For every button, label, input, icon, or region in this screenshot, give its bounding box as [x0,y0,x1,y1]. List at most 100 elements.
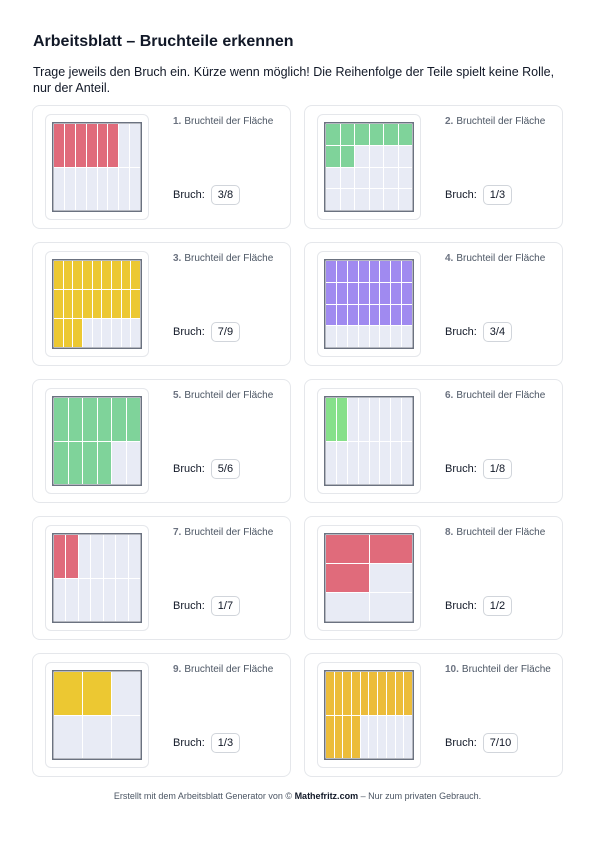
filled-part [326,261,336,282]
answer-field[interactable]: 1/2 [482,596,513,616]
answer-field[interactable]: 1/8 [482,459,513,479]
empty-part [102,319,111,347]
filled-part [398,124,412,145]
task-label-text: Bruchteil der Fläche [461,664,551,675]
filled-part [83,398,97,441]
filled-part [386,672,395,715]
fraction-figure [52,670,142,760]
filled-part [112,261,121,289]
empty-part [112,319,121,347]
empty-part [75,167,86,210]
empty-part [395,715,404,758]
filled-part [358,261,369,282]
answer-row: Bruch: 3/8 [173,185,241,205]
filled-part [336,304,347,326]
filled-part [384,124,398,145]
filled-part [121,290,131,318]
empty-part [336,441,347,484]
fraction-figure-frame [45,525,149,631]
task-card: 9. Bruchteil der Fläche Bruch: 1/3 [32,653,291,777]
filled-part [402,282,412,304]
task-label-text: Bruchteil der Fläche [184,253,274,264]
filled-part [369,672,378,715]
footer-brand: Mathefritz.com [294,791,359,801]
task-label-text: Bruchteil der Fläche [456,527,546,538]
empty-part [128,578,140,621]
filled-part [358,304,369,326]
answer-field[interactable]: 3/8 [210,185,241,205]
fraction-figure [52,122,142,212]
filled-part [54,441,68,484]
task-label-text: Bruchteil der Fläche [184,664,274,675]
task-label-text: Bruchteil der Fläche [456,253,546,264]
empty-part [54,578,66,621]
empty-part [54,715,82,758]
empty-part [404,715,412,758]
empty-part [78,578,91,621]
task-card: 5. Bruchteil der Fläche Bruch: 5/6 [32,379,291,503]
empty-part [369,398,380,441]
empty-part [128,535,140,578]
answer-field[interactable]: 1/7 [210,596,241,616]
empty-part [384,189,398,210]
filled-part [83,290,92,318]
fraction-figure-frame [45,388,149,494]
fraction-figure [52,533,142,623]
answer-label: Bruch: [173,600,205,612]
filled-part [83,441,97,484]
fraction-figure-frame [317,388,421,494]
filled-part [347,261,358,282]
empty-part [126,441,140,484]
empty-part [336,326,347,347]
empty-part [326,326,336,347]
filled-part [66,535,78,578]
answer-field[interactable]: 3/4 [482,322,513,342]
answer-field[interactable]: 1/3 [482,185,513,205]
empty-part [380,398,391,441]
empty-part [384,167,398,189]
answer-field[interactable]: 7/10 [482,733,519,753]
empty-part [402,398,412,441]
filled-part [358,282,369,304]
filled-part [380,304,391,326]
empty-part [380,326,391,347]
filled-part [395,672,404,715]
filled-part [68,441,82,484]
answer-row: Bruch: 5/6 [173,459,241,479]
empty-part [103,578,116,621]
fraction-figure [52,396,142,486]
answer-field[interactable]: 7/9 [210,322,241,342]
filled-part [102,261,111,289]
answer-field[interactable]: 1/3 [210,733,241,753]
empty-part [369,564,412,592]
empty-part [130,124,140,167]
empty-part [119,167,130,210]
task-label-text: Bruchteil der Fläche [184,390,274,401]
empty-part [355,167,369,189]
answer-row: Bruch: 7/9 [173,322,241,342]
empty-part [83,715,111,758]
task-number: 3. [173,253,182,264]
fraction-figure-frame [45,662,149,768]
task-number: 7. [173,527,182,538]
empty-part [398,145,412,167]
task-card: 2. Bruchteil der Fläche Bruch: 1/3 [304,105,563,229]
filled-part [54,535,66,578]
empty-part [66,578,78,621]
fraction-figure-frame [317,525,421,631]
empty-part [402,441,412,484]
answer-label: Bruch: [445,600,477,612]
answer-row: Bruch: 3/4 [445,322,513,342]
empty-part [369,441,380,484]
task-number: 6. [445,390,454,401]
empty-part [369,167,383,189]
filled-part [54,261,63,289]
filled-part [54,124,64,167]
filled-part [54,319,63,347]
empty-part [116,535,128,578]
filled-part [369,282,380,304]
filled-part [391,261,402,282]
filled-part [63,290,73,318]
answer-field[interactable]: 5/6 [210,459,241,479]
filled-part [92,290,102,318]
